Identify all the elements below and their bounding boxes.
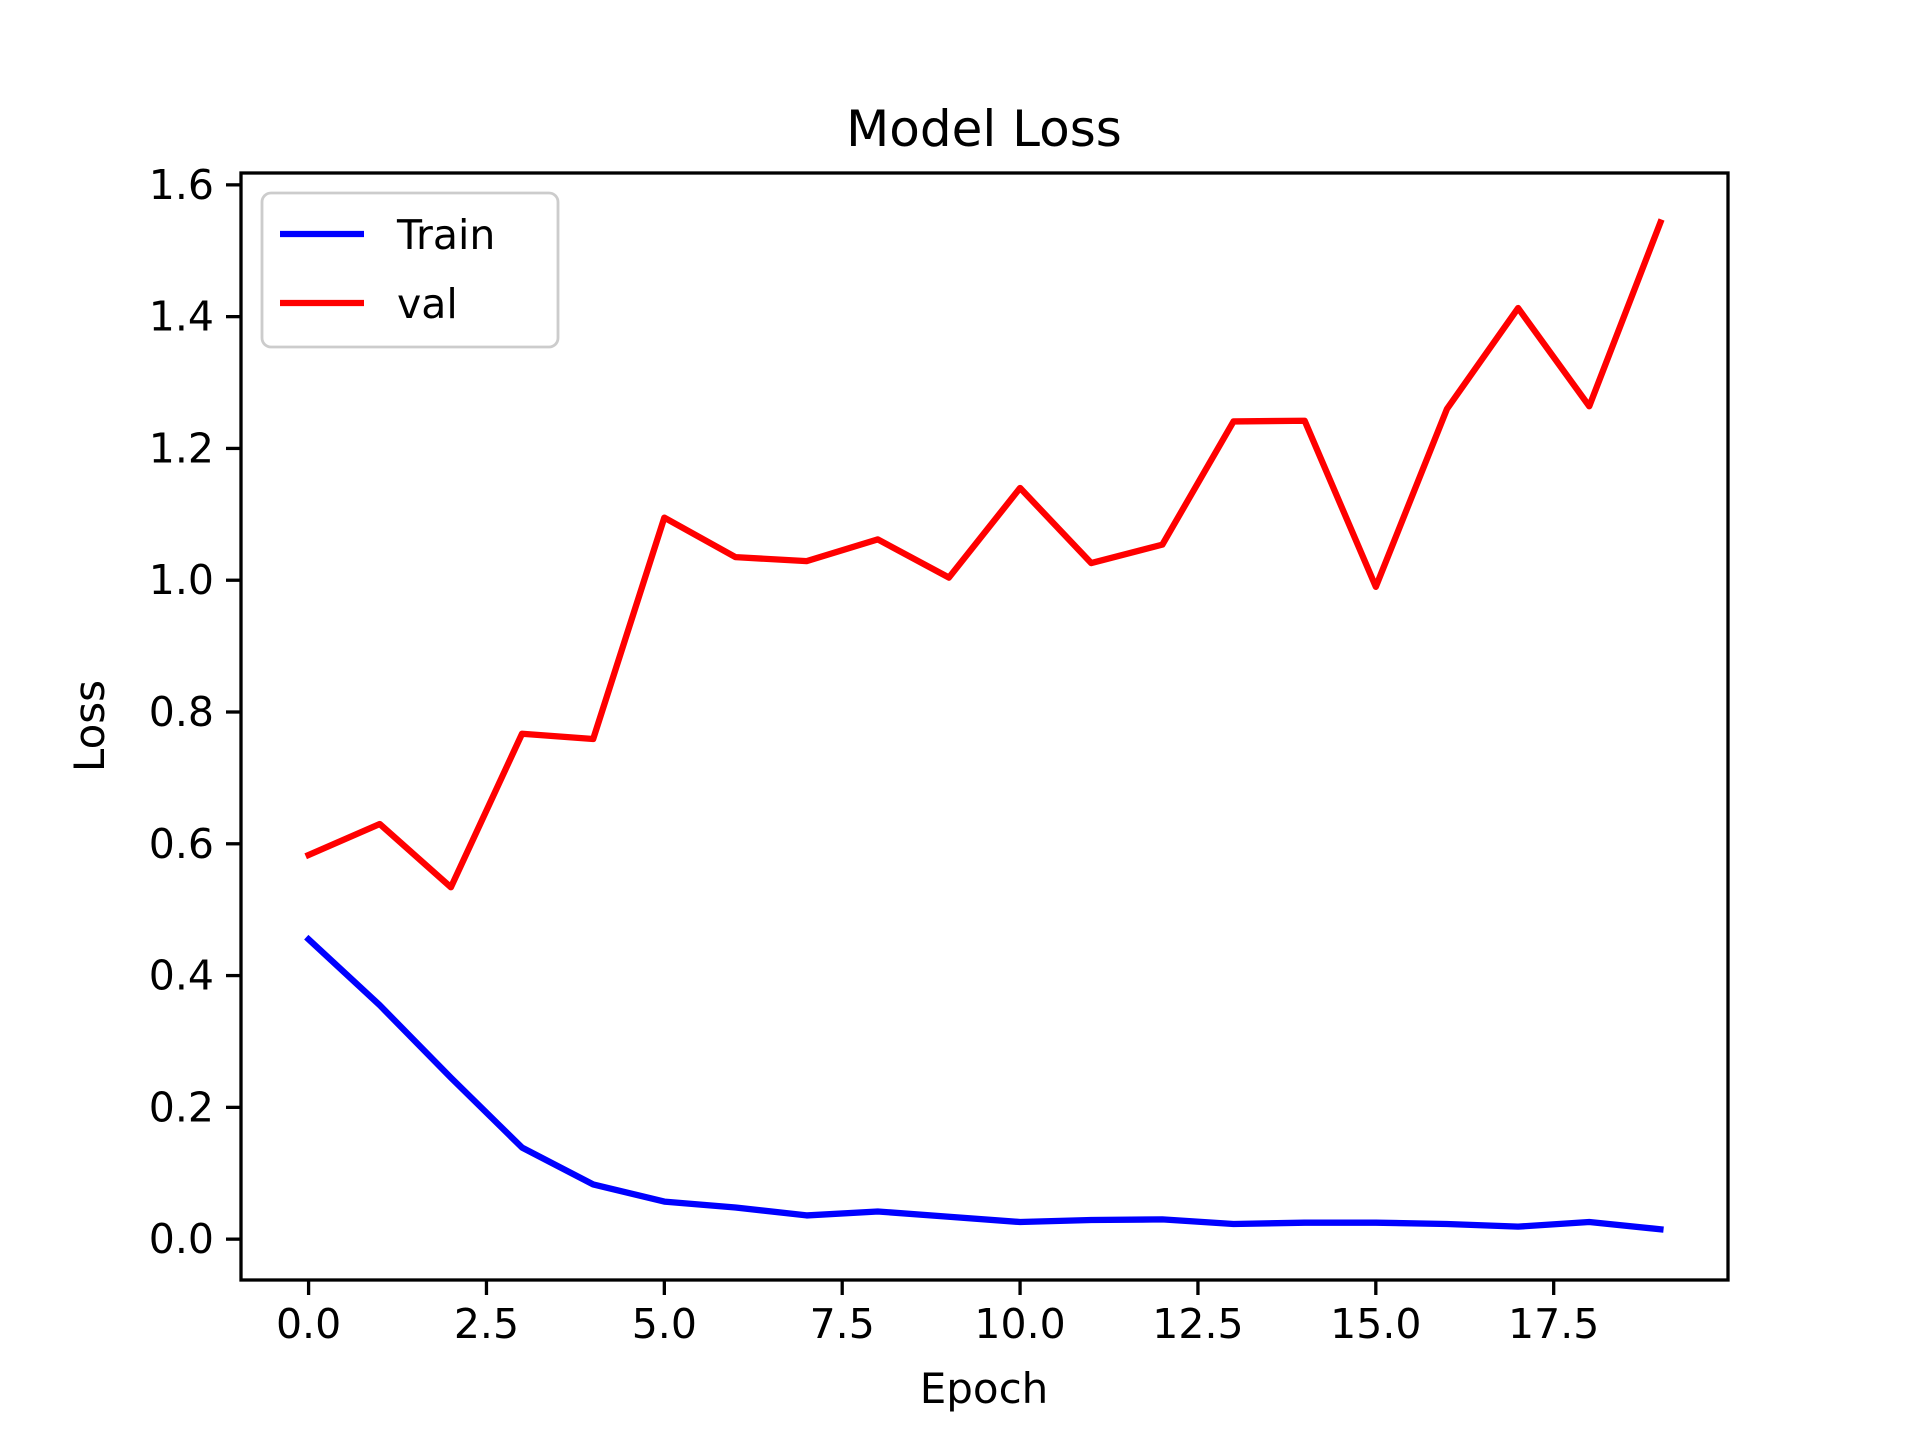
y-axis-tick-label: 0.0 [149, 1215, 214, 1263]
x-axis-tick-label: 12.5 [1152, 1300, 1243, 1348]
axes-layer: 0.0 2.5 5.0 7.5 10.0 12.5 15.0 17.5 0.0 0.2 0.4 0.6… [149, 161, 1730, 1348]
y-axis-label: Loss [65, 680, 114, 772]
y-axis-tick-label: 1.6 [149, 161, 214, 209]
x-axis-tick-label: 2.5 [454, 1300, 519, 1348]
train-line [304, 934, 1664, 1233]
legend-label-train: Train [396, 211, 495, 259]
legend: Train val [260, 191, 560, 349]
chart-title: Model Loss [846, 100, 1122, 158]
series-layer [304, 218, 1665, 1233]
y-axis-tick-label: 1.4 [149, 293, 214, 341]
y-axis-tick-label: 1.2 [149, 424, 214, 472]
y-axis-tick-label: 0.2 [149, 1083, 214, 1131]
val-line [304, 218, 1665, 891]
legend-label-val: val [397, 280, 458, 328]
x-axis-tick-label: 17.5 [1508, 1300, 1599, 1348]
x-axis-tick-label: 0.0 [276, 1300, 341, 1348]
x-axis-tick-label: 5.0 [632, 1300, 697, 1348]
y-axis-tick-label: 1.0 [149, 556, 214, 604]
plot-frame [239, 171, 1730, 1282]
x-axis-tick-label: 7.5 [810, 1300, 875, 1348]
x-axis-label: Epoch [920, 1364, 1049, 1413]
y-axis-tick-label: 0.8 [149, 688, 214, 736]
x-axis-tick-label: 15.0 [1330, 1300, 1421, 1348]
y-axis-tick-label: 0.6 [149, 820, 214, 868]
x-axis-tick-label: 10.0 [974, 1300, 1065, 1348]
y-axis-tick-label: 0.4 [149, 952, 214, 1000]
